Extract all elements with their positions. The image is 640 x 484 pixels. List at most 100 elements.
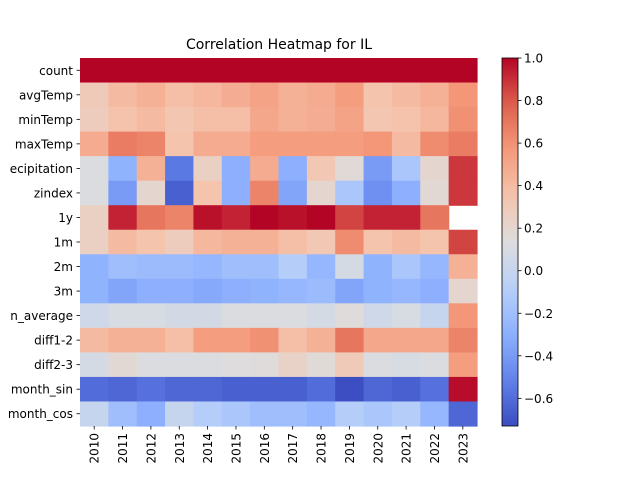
y-tick-label: avgTemp: [19, 88, 73, 102]
x-tick-label: 2018: [315, 433, 329, 464]
heatmap-cell: [391, 401, 421, 427]
heatmap-cell: [335, 254, 365, 280]
heatmap-cell: [278, 352, 308, 378]
heatmap-cell: [80, 107, 109, 133]
heatmap-cell: [420, 303, 450, 329]
heatmap-cell: [335, 107, 365, 133]
heatmap-cell: [391, 327, 421, 353]
x-tick-label: 2016: [258, 433, 272, 464]
heatmap-cell: [363, 401, 393, 427]
heatmap-cell: [221, 156, 251, 182]
x-tick-label: 2014: [201, 433, 215, 464]
heatmap-cell: [448, 303, 478, 329]
y-tick-label: n_average: [10, 309, 73, 323]
heatmap-cell: [165, 107, 195, 133]
colorbar: 1.0 0.8 0.6 0.4 0.2 0.0 −0.2 −0.4 −0.6: [501, 52, 553, 427]
heatmap-cell: [108, 82, 138, 108]
heatmap-cell: [221, 278, 251, 304]
heatmap-cell: [221, 303, 251, 329]
heatmap-cell: [278, 303, 308, 329]
heatmap-cell: [250, 376, 280, 403]
heatmap-cell: [136, 180, 166, 206]
heatmap-cell: [136, 254, 166, 280]
heatmap-cell: [165, 327, 195, 353]
heatmap-cell: [391, 352, 421, 378]
x-tick-label: 2017: [286, 433, 300, 464]
heatmap-cell: [306, 303, 336, 329]
y-tick-label: month_sin: [11, 383, 73, 397]
heatmap-cell: [80, 401, 109, 427]
heatmap-cell: [80, 180, 109, 206]
heatmap-cell: [278, 376, 308, 403]
heatmap-cell: [306, 401, 336, 427]
heatmap-cell: [108, 131, 138, 157]
heatmap-cell: [335, 401, 365, 427]
heatmap-cell: [278, 229, 308, 255]
heatmap-cell: [136, 205, 166, 231]
heatmap-cell: [391, 303, 421, 329]
heatmap-cell: [335, 278, 365, 304]
heatmap-cell: [165, 303, 195, 329]
heatmap-cell: [306, 229, 336, 255]
heatmap-cell: [363, 327, 393, 353]
colorbar-tick-label: 0.8: [524, 94, 543, 108]
heatmap-cell: [306, 180, 336, 206]
heatmap-cell: [80, 229, 109, 255]
heatmap-cell: [420, 107, 450, 133]
heatmap-cell: [136, 278, 166, 304]
heatmap-cell: [363, 278, 393, 304]
heatmap-cell: [335, 156, 365, 182]
heatmap-cell: [448, 107, 478, 133]
heatmap-cell: [420, 156, 450, 182]
y-tick-label: 1y: [58, 211, 73, 225]
heatmap-cell: [363, 58, 393, 84]
heatmap-cell: [193, 58, 223, 84]
heatmap-cell: [221, 58, 251, 84]
heatmap-cell: [278, 327, 308, 353]
colorbar-gradient: [502, 58, 518, 426]
heatmap-cell: [420, 205, 450, 231]
heatmap-cell: [420, 278, 450, 304]
colorbar-frame: [501, 57, 519, 427]
heatmap-cell: [221, 401, 251, 427]
heatmap-cell: [80, 376, 109, 403]
heatmap-cell: [278, 156, 308, 182]
x-tick-label: 2021: [400, 433, 414, 464]
heatmap-cell: [136, 131, 166, 157]
heatmap-cell: [108, 156, 138, 182]
y-tick-label: zindex: [34, 186, 73, 200]
heatmap-cell: [221, 107, 251, 133]
heatmap-cell: [221, 254, 251, 280]
heatmap-cell: [306, 58, 336, 84]
heatmap-cell: [250, 82, 280, 108]
heatmap-cell: [363, 180, 393, 206]
heatmap-cell: [136, 401, 166, 427]
heatmap-cell: [80, 156, 109, 182]
heatmap-cell: [250, 107, 280, 133]
heatmap-cell: [80, 82, 109, 108]
heatmap-cell: [335, 327, 365, 353]
heatmap-cell: [278, 254, 308, 280]
heatmap-cells: [80, 58, 478, 427]
heatmap-cell: [306, 82, 336, 108]
heatmap-cell: [391, 278, 421, 304]
y-tick-label: 2m: [54, 260, 73, 274]
heatmap-cell: [250, 229, 280, 255]
heatmap-cell: [80, 205, 109, 231]
heatmap-cell: [278, 278, 308, 304]
heatmap-cell: [306, 254, 336, 280]
heatmap-cell: [221, 205, 251, 231]
heatmap-cell: [80, 254, 109, 280]
heatmap-cell: [193, 156, 223, 182]
heatmap-cell: [165, 229, 195, 255]
x-tick-label: 2020: [371, 433, 385, 464]
heatmap-cell: [363, 352, 393, 378]
heatmap-cell: [193, 401, 223, 427]
heatmap-cell: [363, 205, 393, 231]
heatmap-cell: [448, 82, 478, 108]
heatmap-cell: [136, 352, 166, 378]
heatmap-cell: [108, 327, 138, 353]
heatmap-cell: [108, 376, 138, 403]
heatmap-cell: [391, 156, 421, 182]
